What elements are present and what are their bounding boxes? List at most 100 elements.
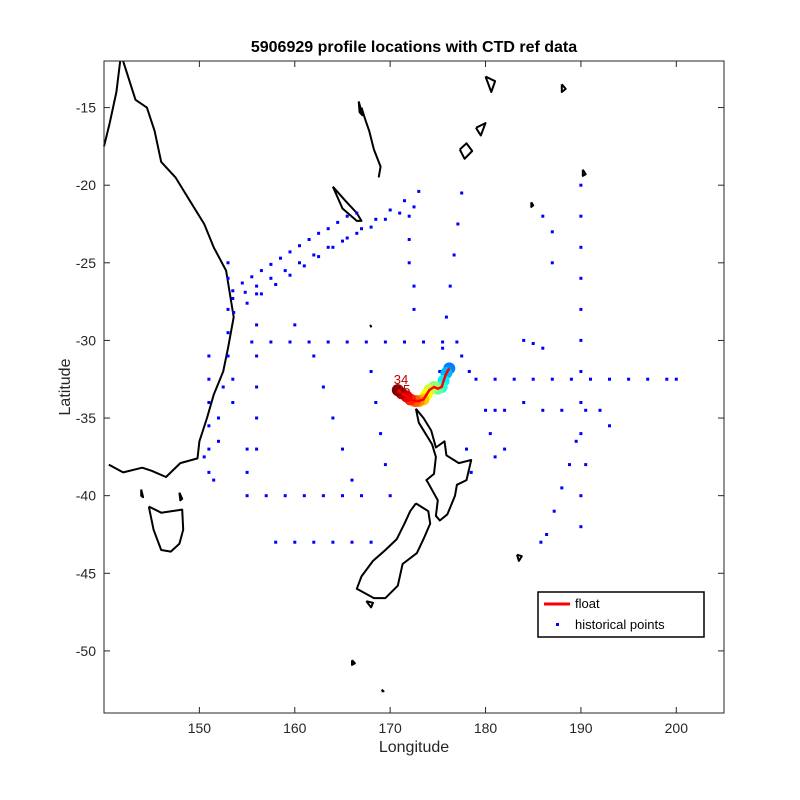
coastline-segment xyxy=(475,122,487,137)
historical-point xyxy=(403,199,406,203)
y-tick-label: -45 xyxy=(76,565,96,581)
historical-point xyxy=(307,238,311,241)
historical-point xyxy=(245,301,249,305)
historical-point xyxy=(452,253,456,257)
coastline-segment xyxy=(178,492,184,502)
historical-point xyxy=(232,311,236,314)
axis-ticks: 150 160 170 180 190 200 -15 -20 -25 -30 -35 -40 -45 -… xyxy=(76,61,724,736)
historical-point xyxy=(456,222,460,226)
y-tick-label: -15 xyxy=(76,100,96,116)
x-tick-label: 190 xyxy=(569,720,593,736)
y-tick-label: -35 xyxy=(76,410,96,426)
historical-point xyxy=(326,245,330,249)
historical-point xyxy=(417,189,421,193)
historical-points-layer xyxy=(202,183,678,544)
historical-point xyxy=(579,370,583,373)
historical-point xyxy=(269,340,273,344)
historical-point xyxy=(231,297,235,300)
historical-point xyxy=(264,494,268,498)
coastline-segment xyxy=(369,324,373,328)
historical-point xyxy=(307,340,311,344)
historical-point xyxy=(608,424,611,428)
historical-point xyxy=(569,377,573,381)
historical-point xyxy=(298,261,301,265)
historical-point xyxy=(541,408,545,412)
historical-point xyxy=(503,447,507,451)
coastline-segment xyxy=(108,60,235,478)
historical-point xyxy=(245,494,249,498)
historical-point xyxy=(331,540,335,544)
coastline-segment xyxy=(355,502,432,600)
historical-point xyxy=(469,470,473,474)
historical-point xyxy=(226,307,230,311)
historical-point xyxy=(355,211,359,215)
historical-point xyxy=(383,463,387,467)
coastline-segment xyxy=(560,83,567,93)
historical-point xyxy=(484,408,487,412)
historical-point xyxy=(255,447,259,451)
profile-number-label: 34 xyxy=(394,372,408,387)
historical-point xyxy=(226,276,230,280)
historical-point xyxy=(250,275,254,279)
historical-point xyxy=(388,208,392,212)
plot-frame xyxy=(103,60,725,714)
historical-point xyxy=(407,261,411,265)
historical-point xyxy=(441,346,445,350)
historical-point xyxy=(448,284,452,288)
coastline-segment xyxy=(581,169,587,177)
historical-point xyxy=(217,416,220,420)
historical-point xyxy=(465,447,468,451)
historical-point xyxy=(259,292,263,296)
historical-point xyxy=(493,455,497,459)
historical-point xyxy=(288,250,292,254)
historical-point xyxy=(207,424,211,428)
historical-point xyxy=(207,354,211,358)
historical-point xyxy=(226,331,230,335)
historical-point xyxy=(568,463,571,467)
historical-point xyxy=(355,231,359,235)
historical-point xyxy=(412,307,416,311)
historical-point xyxy=(422,340,425,344)
historical-point xyxy=(331,245,335,249)
historical-point xyxy=(255,292,259,296)
historical-point xyxy=(579,183,583,187)
historical-point xyxy=(283,494,287,498)
historical-point xyxy=(444,315,448,319)
historical-point xyxy=(460,191,464,195)
historical-point xyxy=(326,340,330,344)
historical-point xyxy=(398,211,402,215)
y-tick-label: -20 xyxy=(76,177,96,193)
historical-point xyxy=(221,385,225,389)
historical-point xyxy=(441,340,445,344)
coastline-segment xyxy=(530,201,535,208)
coastline-segment xyxy=(360,107,382,178)
historical-point xyxy=(369,370,373,373)
historical-point xyxy=(341,239,344,243)
historical-point xyxy=(584,463,588,467)
historical-point xyxy=(627,377,631,381)
historical-point xyxy=(302,264,306,268)
historical-point xyxy=(360,227,363,231)
coastline-segment xyxy=(357,101,364,117)
coastline-segment xyxy=(380,688,385,693)
coastline-segment xyxy=(103,60,122,147)
historical-point xyxy=(259,269,263,273)
historical-point xyxy=(345,236,349,240)
historical-point xyxy=(283,269,287,273)
y-tick-label: -40 xyxy=(76,488,96,504)
y-axis-label: Latitude xyxy=(57,358,74,415)
historical-point xyxy=(212,478,216,482)
historical-point xyxy=(522,338,526,342)
x-tick-label: 200 xyxy=(665,720,689,736)
historical-point xyxy=(589,377,592,381)
historical-point xyxy=(531,342,535,345)
historical-point xyxy=(255,354,259,358)
historical-point xyxy=(579,401,583,404)
historical-point xyxy=(579,214,583,218)
historical-point xyxy=(407,214,411,218)
y-tick-label: -25 xyxy=(76,255,96,271)
historical-point xyxy=(350,540,354,544)
chart-title: 5906929 profile locations with CTD ref d… xyxy=(251,39,577,56)
historical-point xyxy=(550,377,554,381)
